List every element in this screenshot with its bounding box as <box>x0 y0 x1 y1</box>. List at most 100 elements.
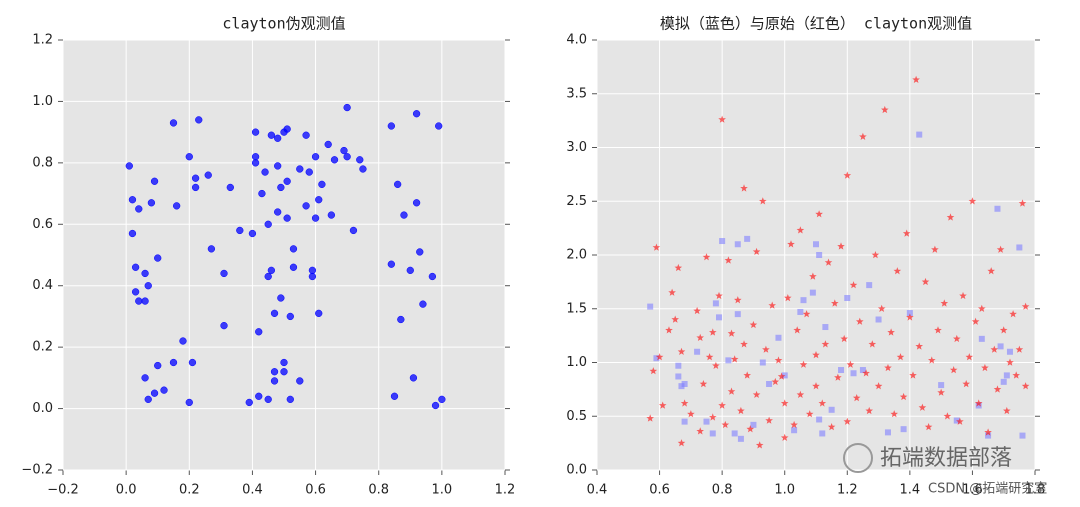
point <box>821 340 830 348</box>
point <box>668 288 676 296</box>
x-tick-label: 1.0 <box>774 483 795 498</box>
point <box>906 310 913 317</box>
point <box>852 394 861 402</box>
point <box>409 374 418 382</box>
point <box>909 371 917 379</box>
point <box>646 414 654 422</box>
point <box>296 377 304 385</box>
point <box>653 355 660 362</box>
point <box>768 301 776 309</box>
point <box>765 416 773 424</box>
watermark-text: 拓端数据部落 <box>880 446 1012 471</box>
point <box>896 353 905 361</box>
point <box>1016 244 1023 251</box>
point <box>135 205 143 213</box>
point <box>718 115 726 123</box>
point <box>154 361 162 370</box>
point <box>1006 348 1013 355</box>
point <box>799 360 808 368</box>
x-tick-label: 0.0 <box>116 483 137 498</box>
point <box>277 294 285 302</box>
point <box>918 403 927 411</box>
point <box>900 426 907 433</box>
point <box>831 299 839 307</box>
point <box>141 269 149 278</box>
point <box>987 267 995 275</box>
point <box>195 116 203 124</box>
x-tick-label: −0.2 <box>47 483 79 498</box>
point <box>975 402 982 409</box>
point <box>809 272 817 280</box>
point <box>893 267 902 275</box>
point <box>343 153 351 161</box>
point <box>793 326 801 334</box>
point <box>658 401 667 409</box>
point <box>734 241 741 248</box>
point <box>993 385 1002 393</box>
point <box>838 367 845 374</box>
point <box>150 389 159 397</box>
point <box>1009 310 1017 318</box>
point <box>649 367 658 375</box>
point <box>412 199 421 207</box>
point <box>818 399 827 407</box>
point <box>220 321 228 330</box>
point <box>1015 345 1024 353</box>
y-tick-label: 0.2 <box>32 340 53 355</box>
point <box>805 410 814 418</box>
point <box>400 211 408 219</box>
point <box>141 374 149 382</box>
x-tick-label: 0.8 <box>368 483 389 498</box>
point <box>824 258 833 266</box>
point <box>702 253 711 261</box>
point <box>766 381 773 387</box>
point <box>743 371 751 379</box>
point <box>248 229 257 238</box>
point <box>387 122 395 130</box>
point <box>327 211 336 219</box>
point <box>693 306 701 315</box>
point <box>318 180 326 189</box>
point <box>727 329 736 337</box>
x-tick-label: 0.4 <box>587 483 608 498</box>
point <box>985 432 992 439</box>
point <box>678 383 685 390</box>
point <box>734 296 742 304</box>
point <box>921 277 930 286</box>
point <box>812 351 820 359</box>
point <box>283 177 291 185</box>
point <box>302 202 310 210</box>
point <box>343 103 351 112</box>
point <box>289 263 298 271</box>
chart-title: 模拟（蓝色）与原始（红色） clayton观测值 <box>660 15 972 33</box>
point <box>868 340 877 348</box>
y-tick-label: 0.0 <box>32 401 53 416</box>
point <box>135 297 143 305</box>
point <box>286 395 294 404</box>
point <box>264 395 272 404</box>
point <box>315 309 323 318</box>
point <box>277 183 285 192</box>
point <box>924 423 933 431</box>
point <box>1006 358 1014 366</box>
point <box>716 314 723 321</box>
point <box>928 356 936 364</box>
point <box>160 386 168 394</box>
point <box>128 229 137 238</box>
watermark: 拓端数据部落 CSDN @拓端研究室 <box>843 443 1047 497</box>
point <box>267 131 276 139</box>
plots: −0.2 0.0 0.2 0.4 0.6 0.8 1.0 1.2−0.20.00.20.40.… <box>21 15 1045 498</box>
point <box>204 171 212 179</box>
point <box>724 256 733 264</box>
point <box>834 373 842 381</box>
point <box>877 304 886 312</box>
point <box>759 197 767 205</box>
point <box>740 184 748 192</box>
point <box>255 392 263 400</box>
x-tick-label: 0.6 <box>305 483 326 498</box>
point <box>191 174 200 182</box>
point <box>251 159 260 167</box>
point <box>712 300 719 307</box>
point <box>899 392 908 401</box>
point <box>949 366 958 374</box>
